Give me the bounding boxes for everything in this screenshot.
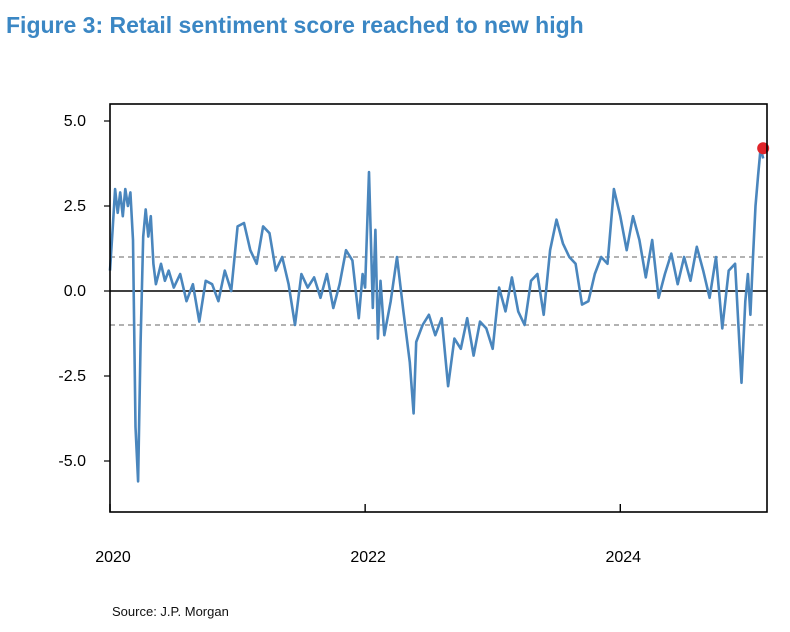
reference-lines — [110, 256, 767, 326]
y-tick-label: -2.5 — [58, 368, 86, 385]
y-tick-label: 2.5 — [64, 198, 86, 215]
axes: 5.0 2.5 0.0 -2.5 -5.0 2020 2022 2024 — [58, 103, 768, 566]
source-note: Source: J.P. Morgan — [112, 604, 229, 619]
latest-value-marker — [757, 142, 770, 155]
x-tick-label: 2022 — [350, 549, 386, 566]
y-tick-label: -5.0 — [58, 453, 86, 470]
x-tick-label: 2024 — [605, 549, 641, 566]
x-tick-label: 2020 — [95, 549, 131, 566]
y-tick-label: 0.0 — [64, 283, 86, 300]
series-layer — [108, 142, 770, 483]
plot-frame — [109, 103, 768, 513]
chart-title: Figure 3: Retail sentiment score reached… — [6, 12, 584, 38]
series-line-0 — [108, 146, 765, 483]
y-tick-label: 5.0 — [64, 113, 86, 130]
